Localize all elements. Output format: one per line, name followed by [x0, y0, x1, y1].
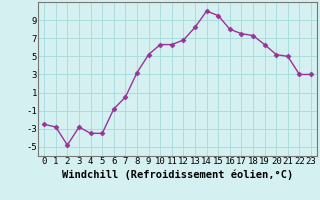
X-axis label: Windchill (Refroidissement éolien,°C): Windchill (Refroidissement éolien,°C)	[62, 169, 293, 180]
